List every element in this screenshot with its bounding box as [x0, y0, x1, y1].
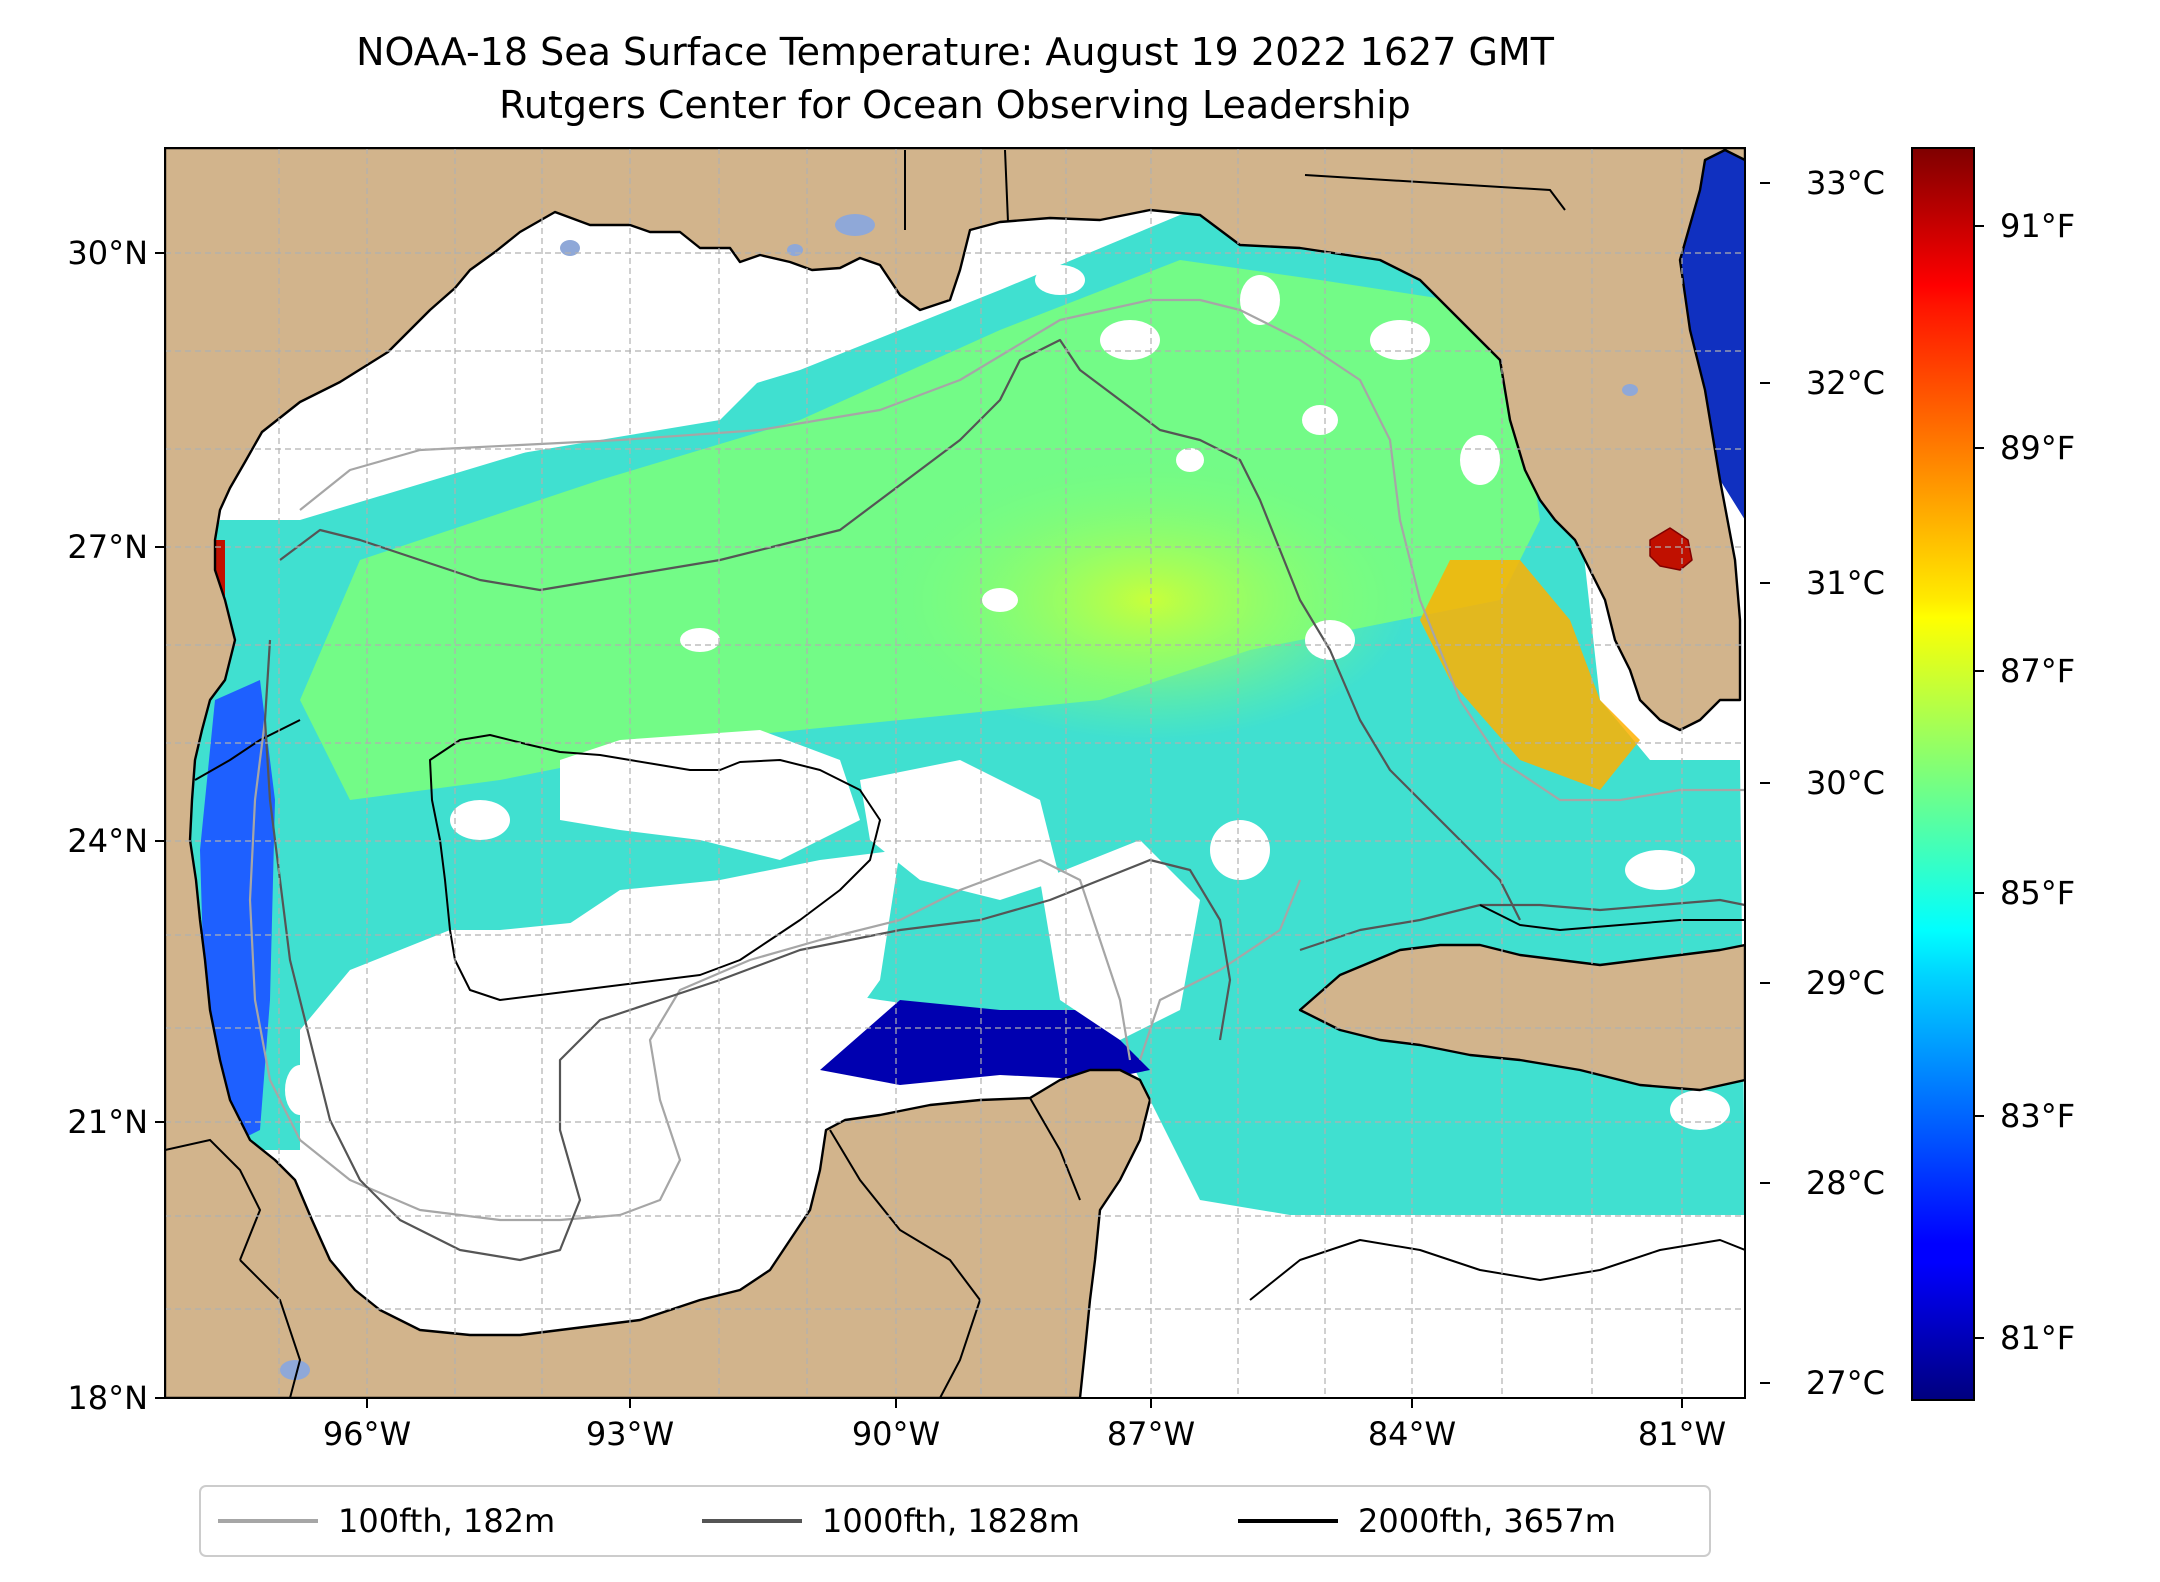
cbar-f-81: 81°F: [2000, 1319, 2075, 1357]
cbar-c-27: 27°C: [1806, 1364, 1885, 1402]
cloud-patch-8: [1305, 620, 1355, 660]
lon-label-81: 81°W: [1638, 1415, 1726, 1453]
map-title-line1: NOAA-18 Sea Surface Temperature: August …: [356, 30, 1555, 74]
lon-label-93: 93°W: [586, 1415, 674, 1453]
cloud-patch-6: [1370, 320, 1430, 360]
lon-label-87: 87°W: [1107, 1415, 1195, 1453]
border-mexico-state-2: [239, 1259, 302, 1398]
bathymetry-legend: 100fth, 182m 1000fth, 1828m 2000fth, 365…: [199, 1485, 1711, 1557]
border-mexico-state-1: [165, 1138, 262, 1261]
cloud-patch-1: [1035, 265, 1085, 295]
map-panel: 30°N 27°N 24°N 21°N 18°N 96°W 93°W 90°W …: [67, 147, 1746, 1453]
land-north-america: [165, 148, 1745, 1398]
border-yucatan-2: [939, 1299, 981, 1398]
border-us-mexico: [194, 719, 301, 781]
cloud-patch-2: [1100, 320, 1160, 360]
cbar-f-89: 89°F: [2000, 429, 2075, 467]
graticule: [165, 148, 1745, 1398]
sst-data-layer: [180, 150, 1745, 1215]
axis-ticks: [155, 252, 1683, 1408]
cloud-patch-14: [450, 800, 510, 840]
legend-box: [199, 1485, 1711, 1557]
cloud-patch-13: [680, 628, 720, 652]
lat-labels: 30°N 27°N 24°N 21°N 18°N: [67, 234, 148, 1417]
cloud-patch-11: [1670, 1090, 1730, 1130]
map-title-line2: Rutgers Center for Ocean Observing Leade…: [499, 83, 1411, 127]
cloud-patch-5: [1176, 448, 1204, 472]
sst-warm-core: [890, 460, 1410, 740]
lon-label-90: 90°W: [852, 1415, 940, 1453]
cloud-patch-15: [285, 1065, 315, 1115]
lon-labels: 96°W 93°W 90°W 87°W 84°W 81°W: [323, 1415, 1726, 1453]
colorbar-gradient: [1911, 147, 1975, 1401]
cloud-patch-12: [982, 588, 1018, 612]
cloud-gap-west-gulf: [300, 850, 900, 1340]
legend-label-2000fth: 2000fth, 3657m: [1358, 1502, 1616, 1540]
inland-water-layer: [280, 214, 1638, 1380]
border-yucatan-1: [829, 1129, 981, 1301]
cbar-f-87: 87°F: [2000, 652, 2075, 690]
lake-florida-north: [1622, 384, 1638, 396]
cloud-gap-central: [860, 760, 1060, 900]
map-frame: [164, 147, 1746, 1399]
cbar-f-85: 85°F: [2000, 874, 2075, 912]
cloud-gap-south-central: [1040, 840, 1200, 1040]
contour-100fth: [248, 298, 1745, 1222]
lat-label-30: 30°N: [67, 234, 148, 272]
lon-label-84: 84°W: [1368, 1415, 1456, 1453]
lat-label-21: 21°N: [67, 1103, 148, 1141]
cbar-c-33: 33°C: [1806, 164, 1885, 202]
cloud-patch-10: [1625, 850, 1695, 890]
cbar-f-91: 91°F: [2000, 207, 2075, 245]
bathymetry-layer: [248, 298, 1745, 1301]
sst-green-band: [300, 260, 1540, 800]
lake-pontchartrain: [835, 214, 875, 236]
colorbar: 33°C 32°C 31°C 30°C 29°C 28°C 27°C 91°F …: [1760, 147, 2075, 1402]
cbar-f-83: 83°F: [2000, 1097, 2075, 1135]
cloud-patch-7: [1460, 435, 1500, 485]
cbar-c-28: 28°C: [1806, 1164, 1885, 1202]
cloud-patch-9: [1210, 820, 1270, 880]
boundary-layer: [165, 149, 1566, 1398]
lat-label-24: 24°N: [67, 822, 148, 860]
sst-cool-yucatan-upwelling: [820, 1000, 1150, 1085]
cbar-c-32: 32°C: [1806, 364, 1885, 402]
contour-1000fth: [263, 338, 1745, 1262]
lake-central-louisiana: [787, 244, 803, 256]
sst-warm-florida-shelf: [1420, 560, 1640, 790]
legend-label-100fth: 100fth, 182m: [338, 1502, 555, 1540]
cbar-c-31: 31°C: [1806, 564, 1885, 602]
contour-2000fth: [429, 734, 1745, 1301]
lat-label-27: 27°N: [67, 528, 148, 566]
cbar-c-29: 29°C: [1806, 964, 1885, 1002]
cloud-patch-4: [1302, 405, 1338, 435]
cbar-c-30: 30°C: [1806, 764, 1885, 802]
cloud-patch-3: [1240, 275, 1280, 325]
lat-label-18: 18°N: [67, 1379, 148, 1417]
border-yucatan-3: [1029, 1097, 1081, 1201]
lon-label-96: 96°W: [323, 1415, 411, 1453]
lake-south-mexico: [280, 1360, 310, 1380]
cloud-gap-southeast-band: [1090, 1215, 1745, 1398]
land-layer: [165, 148, 1745, 1398]
cloud-gap-central-west: [560, 730, 860, 860]
colorbar-celsius-axis: 33°C 32°C 31°C 30°C 29°C 28°C 27°C: [1760, 164, 1885, 1402]
lake-west-louisiana: [560, 240, 580, 256]
colorbar-fahrenheit-axis: 91°F 89°F 87°F 85°F 83°F 81°F: [1974, 207, 2075, 1357]
land-cuba: [1298, 943, 1745, 1092]
border-alabama-florida: [1304, 174, 1566, 211]
legend-label-1000fth: 1000fth, 1828m: [822, 1502, 1080, 1540]
border-mississippi-alabama: [1004, 149, 1009, 223]
